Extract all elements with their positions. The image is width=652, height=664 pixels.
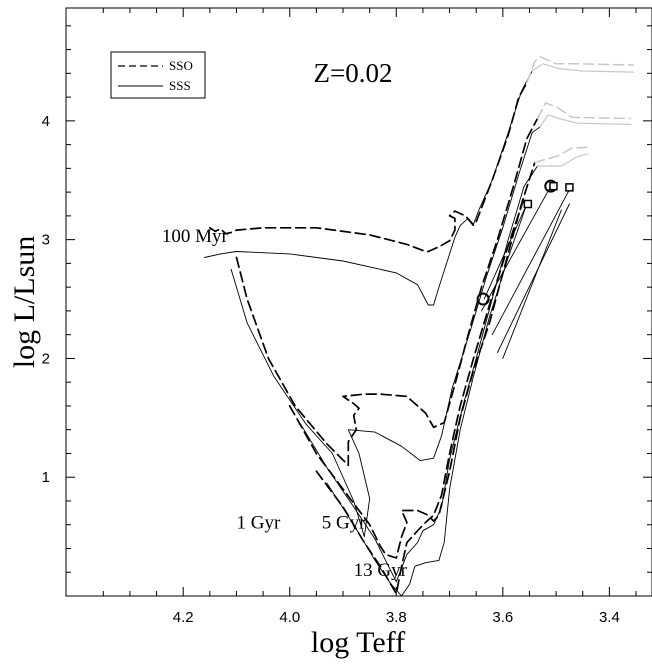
marker-square-4 [565, 183, 574, 192]
series-layer [204, 55, 635, 597]
series-line-extension-dashed-5-gyr-12 [534, 146, 589, 164]
series-line-extension-dashed-100-myr-8 [526, 55, 635, 84]
age-label-13-gyr: 13 Gyr [354, 560, 408, 581]
series-line-dashed-100-myr-0 [208, 81, 528, 253]
series-line-solid-markers-fan-17 [497, 203, 570, 353]
x-tick-label: 3.4 [599, 609, 620, 626]
series-line-extension-solid-5-gyr-13 [536, 153, 589, 167]
y-tick-label: 3 [42, 232, 50, 249]
age-label-100-myr: 100 Myr [162, 226, 229, 247]
tick-labels: 4.2 4.0 3.8 3.6 3.4 1 2 3 4 [42, 113, 620, 626]
annotation-layer: 100 Myr 1 Gyr 5 Gyr 13 Gyr [162, 226, 408, 581]
series-line-dashed-13-gyr-6 [315, 197, 525, 595]
y-tick-label: 1 [42, 469, 50, 486]
x-axis-label: log Teff [311, 626, 405, 659]
y-tick-label: 4 [42, 113, 50, 130]
series-line-solid-markers-fan-14 [483, 203, 528, 300]
x-tick-label: 4.2 [173, 609, 194, 626]
series-line-solid-markers-fan-16 [491, 189, 570, 336]
series-line-solid-13-gyr-7 [326, 203, 528, 597]
marker-square-3 [549, 181, 558, 191]
marker-square-2 [523, 199, 533, 209]
axis-ticks [66, 8, 652, 596]
series-line-extension-solid-100-myr-9 [531, 63, 634, 73]
series-line-extension-solid-1-gyr-11 [539, 114, 632, 128]
marker-layer [476, 179, 574, 306]
legend-label-sso: SSO [169, 58, 193, 73]
series-line-dashed-5-gyr-4 [288, 161, 536, 559]
series-line-solid-100-myr-1 [204, 70, 533, 306]
series-line-dashed-1-gyr-2 [235, 117, 539, 467]
age-label-5-gyr: 5 Gyr [322, 512, 366, 533]
series-line-solid-markers-fan-15 [481, 185, 552, 312]
plot-frame [65, 7, 652, 597]
legend: SSO SSS [110, 51, 206, 99]
marker-circle-0 [476, 292, 490, 306]
x-tick-label: 3.8 [386, 609, 407, 626]
series-line-solid-markers-fan-18 [502, 209, 562, 359]
y-tick-label: 2 [42, 350, 50, 367]
x-tick-label: 4.0 [279, 609, 300, 626]
legend-box [110, 51, 206, 99]
chart-title: Z=0.02 [314, 58, 393, 88]
x-tick-label: 3.6 [492, 609, 513, 626]
legend-label-sss: SSS [169, 78, 191, 93]
y-axis-label: log L/Lsun [8, 236, 41, 369]
series-line-extension-dashed-1-gyr-10 [536, 102, 632, 120]
age-label-1-gyr: 1 Gyr [236, 512, 280, 533]
series-line-solid-1-gyr-3 [230, 126, 541, 538]
